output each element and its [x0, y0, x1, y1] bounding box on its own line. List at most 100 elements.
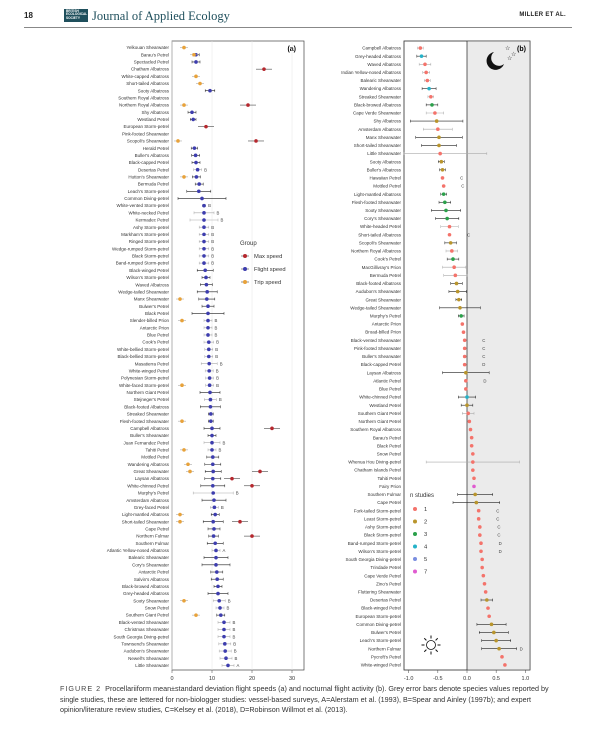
panel-b-point [471, 460, 475, 464]
panel-a-species-label: Black-browed Albatross [122, 584, 170, 589]
panel-a-study-letter: A [237, 663, 240, 668]
panel-a-study-letter: B [216, 383, 219, 388]
panel-a-flight-point [219, 613, 223, 617]
panel-b-study-letter: C [482, 338, 485, 343]
panel-b-point [452, 265, 456, 270]
panel-b-species-label: White-headed Petrel [360, 224, 401, 229]
panel-a-flight-point [202, 261, 206, 265]
panel-a-study-letter: B [233, 634, 236, 639]
star-icon: ☆ [505, 45, 510, 52]
panel-a-flight-point [215, 577, 219, 582]
panel-b-study-letter: C [497, 533, 500, 538]
panel-a-trip-point [180, 318, 184, 323]
panel-b-species-label: Black-footed Albatross [356, 281, 402, 286]
panel-a-study-letter: B [204, 167, 207, 172]
panel-a-study-letter: B [219, 397, 222, 402]
panel-a-trip-point [186, 462, 190, 467]
panel-b-species-label: Barau's Petrel [373, 435, 401, 440]
panel-b-point [476, 508, 481, 513]
panel-a-study-letter: B [215, 347, 218, 352]
panel-b-point [494, 638, 498, 643]
panel-b-study-letter: C [482, 346, 485, 351]
panel-b-point [473, 492, 477, 497]
panel-a-flight-point [210, 433, 214, 438]
panel-b-species-label: Black-winged Petrel [361, 606, 401, 611]
panel-a-trip-point [180, 419, 184, 423]
panel-b-point [500, 655, 504, 659]
panel-b-species-label: Manx Shearwater [366, 135, 402, 140]
panel-a-max-point [262, 67, 266, 71]
panel-a-study-letter: B [220, 361, 223, 366]
panel-a-species-label: Barau's Petrel [141, 52, 169, 57]
panel-b-species-label: European Storm-petrel [355, 614, 401, 619]
panel-a-flight-point [211, 455, 215, 459]
panel-a-study-letter: B [211, 232, 214, 237]
panel-a-species-label: Cook's Petrel [142, 340, 169, 345]
panel-b-species-label: Trindade Petrel [370, 565, 401, 570]
panel-a-trip-point [188, 469, 192, 474]
panel-a-study-letter: B [215, 325, 218, 330]
caption-text: Procellariiform mean±standard deviation … [60, 684, 549, 715]
panel-a-study-letter: B [216, 376, 219, 381]
panel-b-point [438, 151, 442, 156]
panel-a-flight-point [202, 246, 206, 251]
panel-b-point [462, 346, 467, 351]
panel-a-species-label: Kermadec Petrel [135, 218, 169, 223]
panel-a-species-label: Cory's Shearwater [132, 562, 169, 567]
panel-a-species-label: Wedge-tailed Shearwater [118, 289, 169, 294]
panel-b-label: (b) [517, 46, 526, 53]
panel-a-species-label: Scopoli's Shearwater [127, 139, 170, 144]
panel-a-study-letter: B [234, 649, 237, 654]
panel-b-point [466, 411, 470, 416]
panel-b-point [474, 500, 479, 505]
panel-a-max-point [254, 139, 258, 143]
panel-b-species-label: Balearic Shearwater [360, 78, 401, 83]
panel-a-flight-point [194, 60, 198, 64]
panel-b-species-label: Black-capped Petrel [361, 362, 401, 367]
panel-b-species-label: Flesh-footed Shearwater [352, 200, 402, 205]
panel-a-study-letter: B [217, 210, 220, 215]
panel-b-study-letter: D [520, 646, 523, 651]
panel-b-species-label: Leach's Storm-petrel [360, 638, 401, 643]
panel-b-species-label: Cory's Shearwater [364, 216, 401, 221]
panel-a-flight-point [202, 211, 206, 215]
panel-b-species-label: Sooty Shearwater [365, 208, 401, 213]
figure-2: (a)0102030Speed (ms⁻¹)Yelkouan Shearwate… [107, 40, 531, 680]
sun-ray [435, 637, 439, 641]
panel-a-legend-label: Max speed [254, 254, 282, 260]
panel-a-species-label: Southern Giant Petrel [126, 613, 169, 618]
panel-b-species-label: Fluttering Shearwater [358, 589, 402, 594]
panel-a-study-letter: B [223, 440, 226, 445]
panel-b-species-label: Audubon's Shearwater [356, 289, 402, 294]
panel-b-species-label: Cape Verde Shearwater [353, 111, 402, 116]
panel-b-study-letter: C [467, 232, 470, 237]
panel-a-species-label: Masatierra Petrel [135, 361, 169, 366]
panel-a-flight-point [202, 254, 206, 258]
panel-a-legend-label: Flight speed [254, 267, 286, 273]
panel-a-species-label: Leach's Storm-petrel [128, 189, 169, 194]
panel-b-species-label: Streaked Shearwater [359, 94, 402, 99]
panel-b-legend-label: 2 [424, 520, 427, 526]
panel-a-species-label: Laysan Albatross [135, 476, 170, 481]
panel-b-species-label: Black Petrel [377, 443, 401, 448]
panel-b-point [437, 135, 441, 140]
panel-b-point [448, 241, 453, 245]
panel-a-species-label: Townsend's Shearwater [121, 641, 169, 646]
panel-b-species-label: Cape Petrel [377, 500, 401, 505]
panel-b-point [462, 362, 467, 367]
panel-a-species-label: Audubon's Shearwater [124, 649, 170, 654]
panel-b-point [464, 387, 468, 391]
panel-b-legend-title: n studies [410, 493, 434, 499]
panel-a-species-label: Short-tailed Albatross [126, 81, 170, 86]
panel-a-species-label: Wedge-rumped Storm-petrel [112, 246, 169, 251]
panel-b-species-label: Southern Fulmar [367, 492, 401, 497]
page-number: 18 [24, 11, 33, 20]
panel-b-species-label: Hawaiian Petrel [369, 176, 401, 181]
panel-a-trip-point [198, 81, 202, 86]
panel-b-tick-label: 1.0 [522, 676, 530, 680]
figure-caption: FIGURE 2 Procellariiform mean±standard d… [60, 684, 550, 716]
panel-b-point [479, 549, 483, 554]
panel-a-species-label: Westland Petrel [137, 117, 169, 122]
panel-a-species-label: Atlantic Yellow-nosed Albatross [107, 548, 170, 553]
panel-b-point [497, 646, 501, 651]
